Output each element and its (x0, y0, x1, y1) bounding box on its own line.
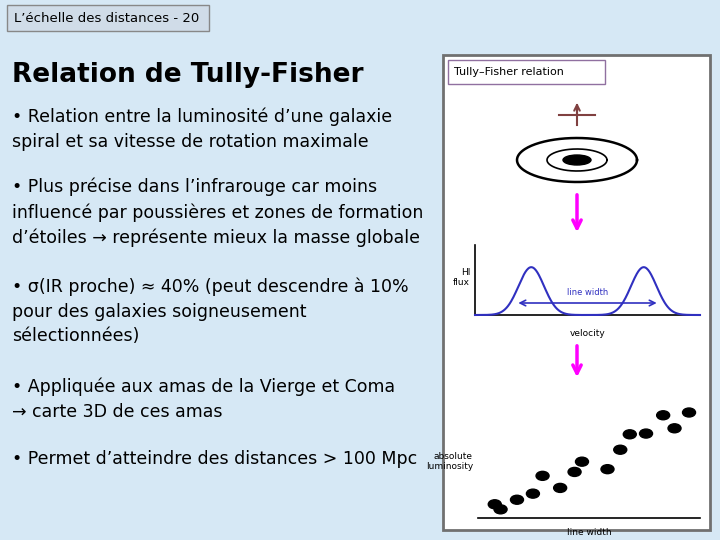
Text: L’échelle des distances - 20: L’échelle des distances - 20 (14, 12, 199, 25)
Ellipse shape (575, 457, 588, 466)
Text: • Relation entre la luminosité d’une galaxie
spiral et sa vitesse de rotation ma: • Relation entre la luminosité d’une gal… (12, 108, 392, 151)
Text: line width: line width (567, 528, 611, 537)
Ellipse shape (554, 483, 567, 492)
Text: velocity: velocity (570, 329, 606, 338)
Ellipse shape (536, 471, 549, 481)
Ellipse shape (668, 424, 681, 433)
Text: HI
flux: HI flux (453, 268, 470, 287)
Text: • σ(IR proche) ≈ 40% (peut descendre à 10%
pour des galaxies soigneusement
sélec: • σ(IR proche) ≈ 40% (peut descendre à 1… (12, 278, 409, 345)
Ellipse shape (683, 408, 696, 417)
Bar (443, 55, 710, 530)
Text: Tully–Fisher relation: Tully–Fisher relation (454, 67, 564, 77)
Ellipse shape (613, 445, 626, 454)
Ellipse shape (494, 505, 507, 514)
Ellipse shape (526, 489, 539, 498)
Ellipse shape (639, 429, 652, 438)
Ellipse shape (563, 155, 591, 165)
FancyBboxPatch shape (448, 60, 605, 84)
Text: line width: line width (567, 288, 608, 297)
Ellipse shape (510, 495, 523, 504)
Text: • Plus précise dans l’infrarouge car moins
influencé par poussières et zones de : • Plus précise dans l’infrarouge car moi… (12, 178, 423, 247)
Text: • Appliquée aux amas de la Vierge et Coma
→ carte 3D de ces amas: • Appliquée aux amas de la Vierge et Com… (12, 378, 395, 421)
Ellipse shape (488, 500, 501, 509)
Ellipse shape (568, 468, 581, 476)
Ellipse shape (624, 430, 636, 439)
Ellipse shape (601, 465, 614, 474)
Text: • Permet d’atteindre des distances > 100 Mpc: • Permet d’atteindre des distances > 100… (12, 450, 418, 468)
Text: Relation de Tully-Fisher: Relation de Tully-Fisher (12, 62, 364, 88)
Text: absolute
luminosity: absolute luminosity (426, 452, 473, 471)
FancyBboxPatch shape (7, 5, 209, 31)
Ellipse shape (657, 411, 670, 420)
